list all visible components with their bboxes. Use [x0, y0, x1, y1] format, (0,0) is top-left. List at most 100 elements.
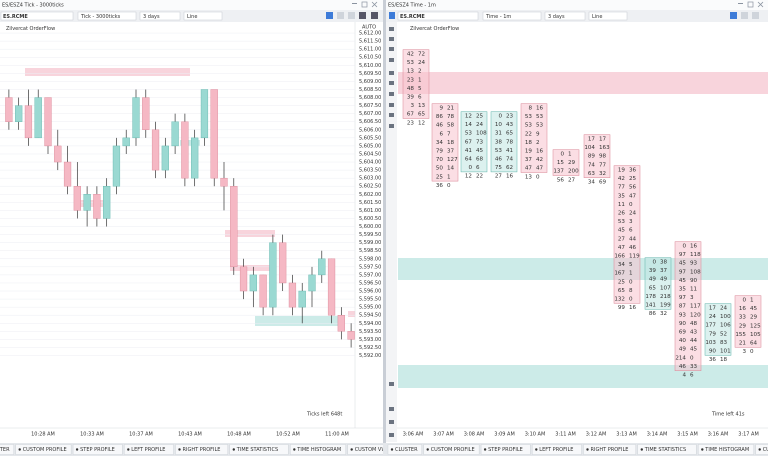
tab[interactable]	[637, 444, 697, 455]
bid-volume: 90	[709, 349, 717, 355]
footprint-box	[613, 165, 641, 304]
tab-label[interactable]: RIGHT PROFILE	[183, 447, 221, 453]
x-tick-label: 3:13 AM	[616, 432, 637, 438]
timeframe-select[interactable]	[77, 11, 137, 21]
tab[interactable]	[423, 444, 480, 455]
y-tick-label: 5,610.50	[359, 55, 381, 61]
tab[interactable]	[347, 444, 394, 455]
x-tick-label: 10:28 AM	[31, 432, 55, 438]
ask-volume: 18	[447, 140, 455, 146]
tab-label[interactable]: RIGHT PROFILE	[591, 447, 629, 453]
drawing-tools[interactable]	[389, 27, 394, 437]
symbol-input[interactable]	[397, 11, 479, 21]
style-select[interactable]	[183, 11, 223, 21]
tab-label[interactable]: LEFT PROFILE	[131, 447, 165, 453]
timeframe-select[interactable]	[482, 11, 542, 21]
tab[interactable]	[229, 444, 289, 455]
tab-icon	[586, 448, 589, 451]
tab-label[interactable]: TIME STATISTICS	[644, 447, 686, 453]
candle-body	[298, 290, 306, 308]
bid-volume: 47	[525, 166, 533, 172]
tab[interactable]	[755, 444, 768, 455]
bid-volume: 137	[553, 169, 564, 175]
ask-volume: 107	[660, 285, 671, 291]
ask-volume: 106	[720, 323, 731, 329]
y-tick-label: 5,601.00	[359, 208, 381, 214]
bid-volume: 31	[495, 131, 503, 137]
y-tick-label: 5,592.50	[359, 345, 381, 351]
bid-volume: 46	[679, 364, 687, 370]
candle-body	[181, 121, 189, 179]
ask-volume: 0	[750, 349, 754, 355]
bid-volume: 40	[679, 338, 687, 344]
range-select[interactable]	[139, 11, 181, 21]
ask-volume: 2	[418, 69, 422, 75]
tab[interactable]	[0, 444, 14, 455]
timeframe-value[interactable]: Tick - 3000ticks	[80, 14, 121, 20]
bid-volume: 45	[679, 278, 687, 284]
tab-label[interactable]: TIME STATISTICS	[236, 447, 278, 453]
bid-volume: 86	[649, 311, 657, 317]
tab[interactable]	[387, 444, 422, 455]
bid-volume: 0	[468, 165, 472, 171]
tab[interactable]	[698, 444, 754, 455]
tab[interactable]	[532, 444, 582, 455]
tab[interactable]	[124, 444, 174, 455]
toolbar-icons[interactable]	[326, 12, 759, 19]
tab-label[interactable]: STEP PROFILE	[80, 447, 115, 453]
tab-label[interactable]: CUSTOM PROFILE	[431, 447, 475, 453]
footprint-box	[402, 49, 430, 119]
ask-volume: 3	[690, 295, 694, 301]
bid-volume: 16	[739, 306, 747, 312]
style-value[interactable]: Line	[187, 14, 197, 20]
tab-label[interactable]: TIME HISTOGRAM	[296, 447, 341, 453]
bid-volume: 17	[588, 137, 596, 143]
footprint-box	[644, 257, 672, 310]
candle-body	[230, 186, 238, 268]
bid-volume: 166	[614, 254, 625, 260]
bid-volume: 53	[525, 114, 533, 120]
tab-label[interactable]: TIME HISTOGRAM	[704, 447, 749, 453]
tab-label[interactable]: LEFT PROFILE	[539, 447, 573, 453]
tab-label[interactable]: CUSTOM VWAP	[355, 447, 393, 453]
ask-volume: 21	[447, 106, 455, 112]
bid-volume: 39	[407, 95, 415, 101]
bid-volume: 8	[528, 106, 532, 112]
bid-volume: 132	[614, 297, 625, 303]
style-value[interactable]: Line	[592, 14, 602, 20]
range-value[interactable]: 3 days	[143, 14, 160, 20]
bid-volume: 13	[525, 174, 533, 180]
splitter	[383, 0, 386, 456]
y-tick-label: 5,604.00	[359, 160, 381, 166]
tab-label[interactable]: CUSTOM PROFILE	[23, 447, 67, 453]
tab-label[interactable]: CLUSTER	[395, 447, 418, 453]
tab-label[interactable]: CLUSTER	[0, 447, 10, 453]
tab[interactable]	[583, 444, 636, 455]
tab[interactable]	[72, 444, 123, 455]
window-controls[interactable]	[352, 1, 764, 8]
tab[interactable]	[175, 444, 228, 455]
tab-label[interactable]: STEP PROFILE	[488, 447, 523, 453]
tab[interactable]	[290, 444, 346, 455]
candle-body	[73, 186, 81, 211]
style-select[interactable]	[588, 11, 628, 21]
tab[interactable]	[15, 444, 72, 455]
tab-label[interactable]: CUSTOM VWAP	[763, 447, 768, 453]
range-value[interactable]: 3 days	[548, 14, 565, 20]
tab[interactable]	[480, 444, 531, 455]
ask-volume: 56	[629, 185, 637, 191]
range-select[interactable]	[544, 11, 586, 21]
timeframe-value[interactable]: Time - 1m	[485, 14, 511, 20]
bid-volume: 15	[557, 160, 565, 166]
y-tick-label: 5,592.00	[359, 353, 381, 359]
ask-volume: 64	[750, 341, 758, 347]
bid-volume: 11	[618, 202, 626, 208]
symbol-input[interactable]	[0, 11, 74, 21]
candle-body	[200, 89, 209, 139]
y-tick-label: 5,600.00	[359, 224, 381, 230]
footprint-box	[552, 149, 580, 176]
bid-volume: 29	[739, 323, 747, 329]
bid-volume: 64	[465, 157, 473, 163]
tab-icon	[18, 448, 21, 451]
footprint-box	[704, 303, 732, 356]
